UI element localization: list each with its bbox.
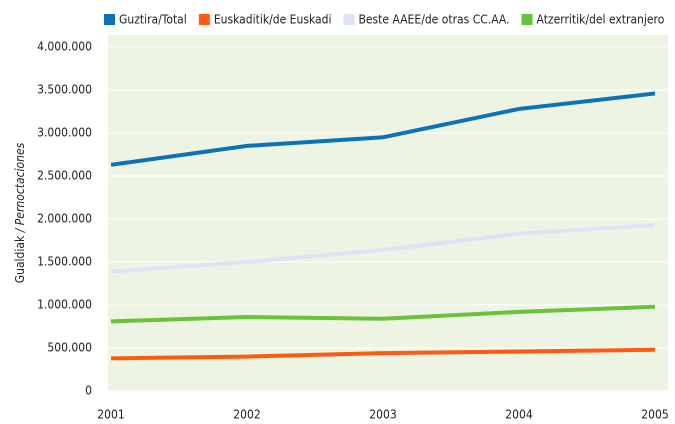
y-tick-label: 3.000.000 [37,126,92,140]
legend-swatch [104,14,115,25]
x-tick-label: 2002 [233,408,260,422]
y-tick-label: 4.000.000 [37,40,92,54]
y-tick-label: 500.000 [47,341,92,355]
y-tick-label: 1.500.000 [37,255,92,269]
y-axis-label: Gualdiak / Pernoctaciones [13,142,27,283]
x-tick-label: 2005 [641,408,668,422]
y-tick-label: 2.000.000 [37,212,92,226]
legend-label: Guztira/Total [119,13,187,27]
legend-swatch [198,14,210,25]
legend-label: Beste AAEE/de otras CC.AA. [358,13,509,27]
series-line [110,223,656,274]
y-axis-label-main: Gualdiak [13,235,27,283]
y-tick-label: 0 [85,384,92,398]
x-tick-label: 2001 [97,408,124,422]
y-tick-label: 2.500.000 [37,169,92,183]
x-tick-label: 2004 [505,408,533,422]
y-axis-label-sub: / Pernoctaciones [13,142,27,233]
series-line [110,304,656,324]
series-line [110,347,656,361]
legend-label: Euskaditik/de Euskadi [214,13,332,27]
legend-label: Atzerritik/del extranjero [537,13,665,27]
legend-swatch [343,14,355,25]
plot-area [108,35,668,391]
y-tick-label: 3.500.000 [37,83,92,97]
y-tick-label: 1.000.000 [37,298,92,312]
legend-swatch [521,14,533,25]
series-line [110,91,656,167]
x-tick-label: 2003 [369,408,396,422]
